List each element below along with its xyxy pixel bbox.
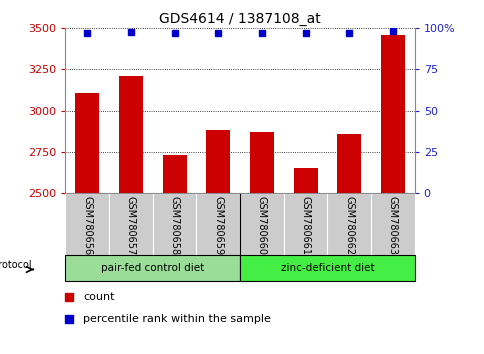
Bar [162, 155, 186, 193]
Bar [249, 132, 273, 193]
Text: count: count [83, 292, 115, 302]
Bar [283, 193, 327, 255]
Text: percentile rank within the sample: percentile rank within the sample [83, 314, 271, 324]
Bar [65, 255, 240, 281]
Text: pair-fed control diet: pair-fed control diet [101, 263, 204, 273]
Bar [380, 35, 404, 193]
Text: GSM780661: GSM780661 [300, 196, 310, 255]
Text: GSM780658: GSM780658 [169, 196, 179, 255]
Text: zinc-deficient diet: zinc-deficient diet [280, 263, 374, 273]
Bar [240, 193, 283, 255]
Bar [119, 76, 143, 193]
Text: GSM780657: GSM780657 [126, 196, 136, 255]
Bar [240, 255, 414, 281]
Bar [293, 168, 317, 193]
Bar [152, 193, 196, 255]
Text: GSM780659: GSM780659 [213, 196, 223, 255]
Text: growth protocol: growth protocol [0, 260, 31, 270]
Text: GSM780656: GSM780656 [82, 196, 92, 255]
Text: GSM780663: GSM780663 [387, 196, 397, 255]
Bar [336, 134, 361, 193]
Bar [327, 193, 370, 255]
Bar [75, 92, 99, 193]
Bar [370, 193, 414, 255]
Bar [196, 193, 240, 255]
Text: GSM780660: GSM780660 [257, 196, 266, 255]
Text: GSM780662: GSM780662 [344, 196, 353, 255]
Bar [206, 130, 230, 193]
Bar [109, 193, 152, 255]
Bar [65, 193, 109, 255]
Title: GDS4614 / 1387108_at: GDS4614 / 1387108_at [159, 12, 320, 26]
